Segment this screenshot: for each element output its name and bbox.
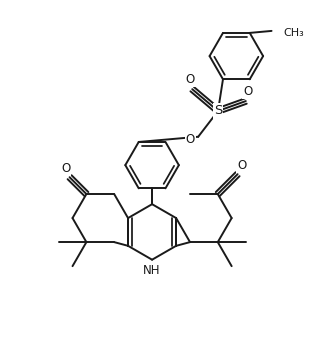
- Text: S: S: [214, 105, 222, 118]
- Text: O: O: [243, 85, 252, 98]
- Text: O: O: [186, 73, 195, 86]
- Text: O: O: [237, 159, 246, 172]
- Text: O: O: [186, 133, 195, 146]
- Text: NH: NH: [143, 264, 161, 277]
- Text: CH₃: CH₃: [284, 28, 304, 38]
- Text: O: O: [61, 162, 70, 175]
